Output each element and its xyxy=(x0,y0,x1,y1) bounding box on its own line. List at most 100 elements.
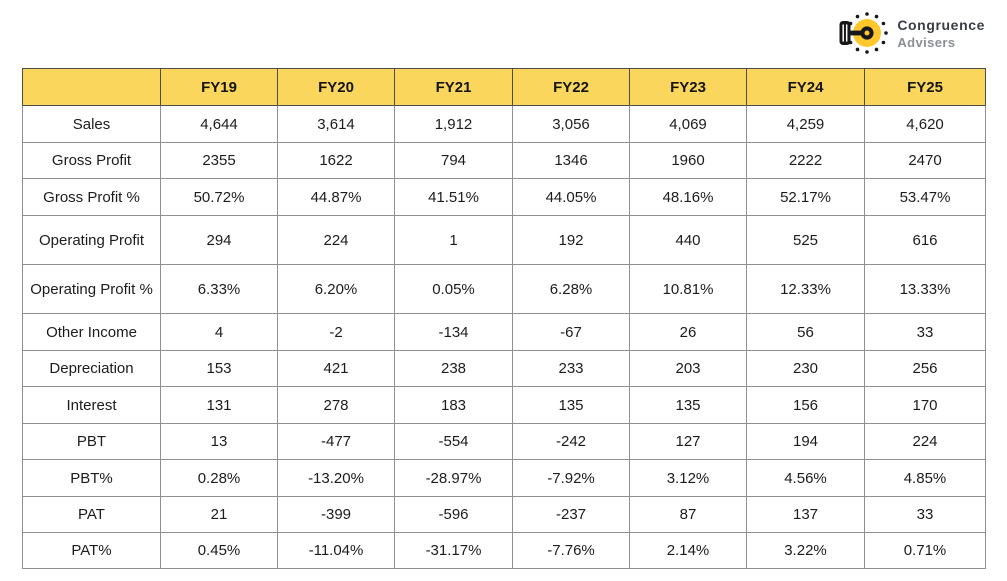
cell: 3,056 xyxy=(512,105,630,143)
row-label: PBT xyxy=(22,423,161,460)
cell: -237 xyxy=(512,496,630,533)
header-cell-blank xyxy=(22,68,161,106)
cell: 616 xyxy=(864,215,986,265)
cell: 127 xyxy=(629,423,747,460)
row-label: Gross Profit % xyxy=(22,178,161,216)
financial-summary-table: FY19 FY20 FY21 FY22 FY23 FY24 FY25 Sales… xyxy=(22,68,986,569)
table-row-pbt: PBT 13 -477 -554 -242 127 194 224 xyxy=(22,423,986,460)
cell: 4,259 xyxy=(746,105,865,143)
cell: 2222 xyxy=(746,142,865,179)
cell: 0.05% xyxy=(394,264,513,314)
row-label: PBT% xyxy=(22,459,161,497)
cell: 137 xyxy=(746,496,865,533)
table-row-pat: PAT 21 -399 -596 -237 87 137 33 xyxy=(22,496,986,533)
cell: 52.17% xyxy=(746,178,865,216)
cell: 6.33% xyxy=(160,264,278,314)
cell: 56 xyxy=(746,313,865,351)
header-cell-fy21: FY21 xyxy=(394,68,513,106)
congruence-advisers-logo: Congruence Advisers xyxy=(838,9,985,57)
cell: 224 xyxy=(277,215,395,265)
cell: 238 xyxy=(394,350,513,387)
cell: 1960 xyxy=(629,142,747,179)
table-row-sales: Sales 4,644 3,614 1,912 3,056 4,069 4,25… xyxy=(22,105,986,143)
table-header-row: FY19 FY20 FY21 FY22 FY23 FY24 FY25 xyxy=(22,68,986,106)
cell: -477 xyxy=(277,423,395,460)
cell: 3,614 xyxy=(277,105,395,143)
cell: 4.56% xyxy=(746,459,865,497)
cell: 0.28% xyxy=(160,459,278,497)
row-label: PAT xyxy=(22,496,161,533)
cell: -2 xyxy=(277,313,395,351)
cell: 44.05% xyxy=(512,178,630,216)
cell: 10.81% xyxy=(629,264,747,314)
cell: 87 xyxy=(629,496,747,533)
row-label: Operating Profit xyxy=(22,215,161,265)
cell: 131 xyxy=(160,386,278,424)
cell: 794 xyxy=(394,142,513,179)
row-label: Interest xyxy=(22,386,161,424)
cell: 50.72% xyxy=(160,178,278,216)
header-cell-fy23: FY23 xyxy=(629,68,747,106)
table-row-gross-profit-pct: Gross Profit % 50.72% 44.87% 41.51% 44.0… xyxy=(22,178,986,216)
brand-subname: Advisers xyxy=(897,34,956,50)
key-logo-icon xyxy=(838,9,890,57)
cell: -28.97% xyxy=(394,459,513,497)
header-cell-fy20: FY20 xyxy=(277,68,395,106)
header-cell-fy22: FY22 xyxy=(512,68,630,106)
cell: 4,644 xyxy=(160,105,278,143)
row-label: Other Income xyxy=(22,313,161,351)
cell: 1 xyxy=(394,215,513,265)
table-row-gross-profit: Gross Profit 2355 1622 794 1346 1960 222… xyxy=(22,142,986,179)
cell: 233 xyxy=(512,350,630,387)
row-label: PAT% xyxy=(22,532,161,569)
cell: 1622 xyxy=(277,142,395,179)
cell: -242 xyxy=(512,423,630,460)
table-row-depreciation: Depreciation 153 421 238 233 203 230 256 xyxy=(22,350,986,387)
cell: 3.12% xyxy=(629,459,747,497)
cell: 41.51% xyxy=(394,178,513,216)
cell: 13 xyxy=(160,423,278,460)
cell: 135 xyxy=(629,386,747,424)
cell: 135 xyxy=(512,386,630,424)
cell: 6.20% xyxy=(277,264,395,314)
brand-name: Congruence xyxy=(897,16,985,33)
cell: 194 xyxy=(746,423,865,460)
cell: 421 xyxy=(277,350,395,387)
cell: 1,912 xyxy=(394,105,513,143)
cell: 156 xyxy=(746,386,865,424)
cell: -554 xyxy=(394,423,513,460)
cell: 278 xyxy=(277,386,395,424)
cell: 0.71% xyxy=(864,532,986,569)
cell: 44.87% xyxy=(277,178,395,216)
cell: 256 xyxy=(864,350,986,387)
cell: 440 xyxy=(629,215,747,265)
header-cell-fy24: FY24 xyxy=(746,68,865,106)
cell: 3.22% xyxy=(746,532,865,569)
cell: -31.17% xyxy=(394,532,513,569)
cell: 2.14% xyxy=(629,532,747,569)
cell: 183 xyxy=(394,386,513,424)
cell: 294 xyxy=(160,215,278,265)
cell: 4 xyxy=(160,313,278,351)
cell: 33 xyxy=(864,496,986,533)
header-cell-fy19: FY19 xyxy=(160,68,278,106)
cell: -11.04% xyxy=(277,532,395,569)
cell: 4,069 xyxy=(629,105,747,143)
cell: 230 xyxy=(746,350,865,387)
row-label: Sales xyxy=(22,105,161,143)
cell: -7.92% xyxy=(512,459,630,497)
cell: 13.33% xyxy=(864,264,986,314)
cell: 21 xyxy=(160,496,278,533)
cell: 153 xyxy=(160,350,278,387)
cell: 170 xyxy=(864,386,986,424)
table-row-operating-profit: Operating Profit 294 224 1 192 440 525 6… xyxy=(22,215,986,265)
cell: 525 xyxy=(746,215,865,265)
cell: 4.85% xyxy=(864,459,986,497)
cell: 33 xyxy=(864,313,986,351)
cell: 6.28% xyxy=(512,264,630,314)
cell: 192 xyxy=(512,215,630,265)
cell: 224 xyxy=(864,423,986,460)
cell: 2355 xyxy=(160,142,278,179)
table-row-operating-profit-pct: Operating Profit % 6.33% 6.20% 0.05% 6.2… xyxy=(22,264,986,314)
